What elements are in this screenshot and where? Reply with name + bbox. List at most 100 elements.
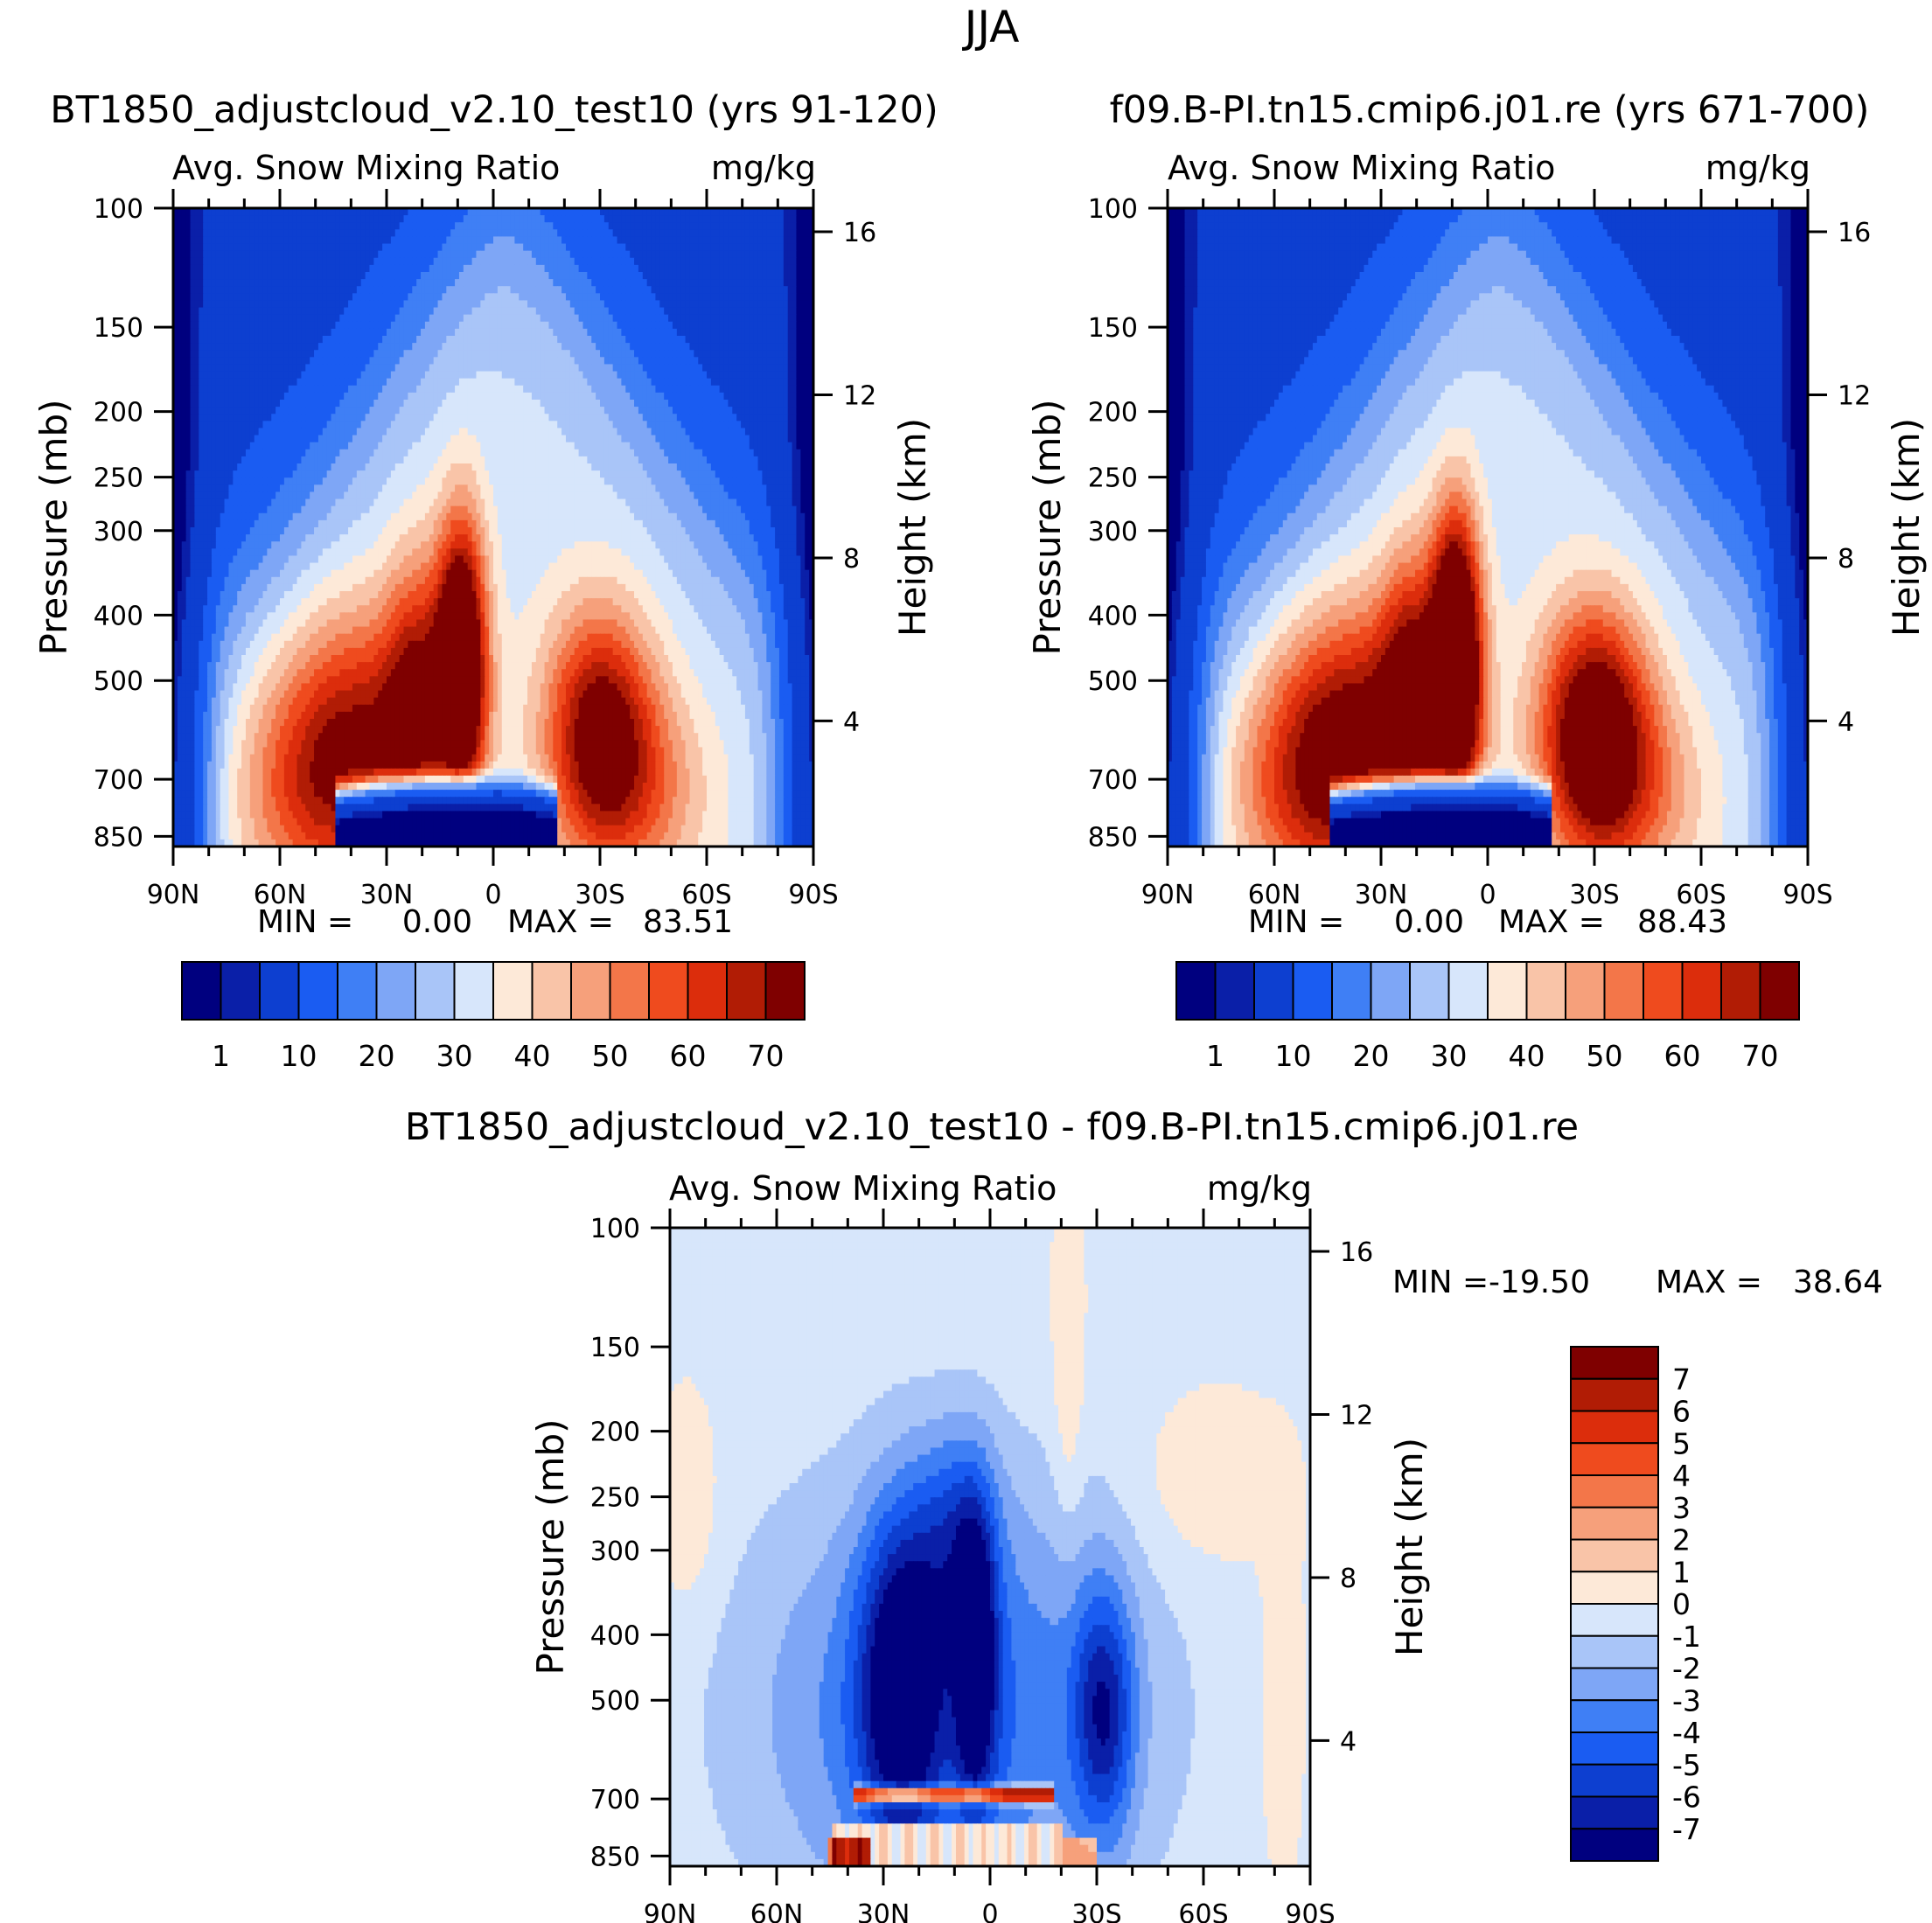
heatmap-cell bbox=[199, 229, 204, 238]
heatmap-cell bbox=[578, 229, 584, 238]
heatmap-cell bbox=[378, 378, 383, 387]
heatmap-cell bbox=[775, 208, 780, 216]
heatmap-cell bbox=[173, 371, 178, 380]
heatmap-cell bbox=[578, 378, 584, 387]
heatmap-cell bbox=[655, 392, 660, 401]
heatmap-cell bbox=[322, 385, 328, 394]
heatmap-cell bbox=[719, 435, 725, 443]
heatmap-cell bbox=[254, 364, 260, 373]
heatmap-cell bbox=[775, 272, 780, 280]
heatmap-cell bbox=[694, 300, 699, 309]
heatmap-cell bbox=[224, 293, 230, 302]
heatmap-cell bbox=[408, 229, 413, 238]
heatmap-cell bbox=[207, 279, 213, 287]
heatmap-cell bbox=[421, 314, 426, 323]
heatmap-cell bbox=[245, 343, 251, 351]
heatmap-cell bbox=[412, 279, 417, 287]
heatmap-cell bbox=[540, 264, 546, 273]
heatmap-cell bbox=[237, 286, 242, 294]
heatmap-cell bbox=[548, 364, 554, 373]
heatmap-cell bbox=[310, 279, 315, 287]
heatmap-cell bbox=[702, 343, 708, 351]
heatmap-cell bbox=[514, 336, 520, 344]
heatmap-cell bbox=[429, 236, 435, 245]
heatmap-cell bbox=[437, 371, 443, 380]
heatmap-cell bbox=[689, 314, 694, 323]
heatmap-cell bbox=[719, 350, 725, 358]
heatmap-cell bbox=[310, 307, 315, 316]
heatmap-cell bbox=[489, 371, 494, 380]
heatmap-cell bbox=[352, 229, 358, 238]
heatmap-cell bbox=[408, 293, 413, 302]
heatmap-cell bbox=[403, 243, 408, 252]
heatmap-cell bbox=[792, 286, 798, 294]
heatmap-cell bbox=[506, 364, 512, 373]
heatmap-cell bbox=[771, 357, 776, 366]
heatmap-cell bbox=[707, 421, 712, 429]
heatmap-cell bbox=[569, 293, 575, 302]
heatmap-cell bbox=[412, 328, 417, 337]
heatmap-cell bbox=[203, 350, 208, 358]
heatmap-cell bbox=[544, 250, 550, 259]
heatmap-cell bbox=[185, 264, 192, 273]
heatmap-cell bbox=[707, 264, 712, 273]
heatmap-cell bbox=[574, 435, 580, 443]
heatmap-cell bbox=[596, 364, 601, 373]
heatmap-cell bbox=[540, 407, 546, 415]
heatmap-cell bbox=[331, 257, 337, 266]
heatmap-cell bbox=[283, 307, 289, 316]
heatmap-cell bbox=[664, 421, 669, 429]
heatmap-cell bbox=[685, 414, 691, 422]
heatmap-cell bbox=[634, 314, 639, 323]
heatmap-cell bbox=[540, 229, 546, 238]
heatmap-cell bbox=[672, 385, 678, 394]
heatmap-cell bbox=[796, 243, 801, 252]
heatmap-cell bbox=[531, 407, 537, 415]
heatmap-cell bbox=[565, 293, 571, 302]
heatmap-cell bbox=[557, 435, 562, 443]
heatmap-cell bbox=[249, 407, 255, 415]
heatmap-cell bbox=[228, 378, 234, 387]
heatmap-cell bbox=[387, 279, 392, 287]
heatmap-cell bbox=[310, 442, 315, 450]
heatmap-cell bbox=[548, 264, 554, 273]
heatmap-cell bbox=[455, 385, 460, 394]
heatmap-cell bbox=[476, 435, 481, 443]
heatmap-cell bbox=[680, 243, 687, 252]
heatmap-cell bbox=[249, 442, 255, 450]
heatmap-cell bbox=[480, 414, 485, 422]
heatmap-cell bbox=[744, 286, 750, 294]
heatmap-cell bbox=[360, 293, 366, 302]
heatmap-cell bbox=[305, 236, 310, 245]
heatmap-cell bbox=[245, 272, 251, 280]
heatmap-cell bbox=[369, 385, 374, 394]
heatmap-cell bbox=[429, 357, 435, 366]
heatmap-cell bbox=[736, 222, 742, 230]
heatmap-cell bbox=[519, 336, 524, 344]
heatmap-cell bbox=[787, 321, 793, 330]
heatmap-cell bbox=[506, 286, 512, 294]
heatmap-cell bbox=[437, 229, 443, 238]
heatmap-cell bbox=[288, 414, 294, 422]
heatmap-cell bbox=[317, 350, 324, 358]
heatmap-cell bbox=[646, 350, 652, 358]
heatmap-cell bbox=[241, 364, 247, 373]
heatmap-cell bbox=[676, 279, 682, 287]
heatmap-cell bbox=[680, 257, 687, 266]
heatmap-cell bbox=[288, 215, 294, 223]
heatmap-cell bbox=[565, 264, 571, 273]
heatmap-cell bbox=[292, 250, 298, 259]
heatmap-cell bbox=[267, 279, 272, 287]
heatmap-cell bbox=[625, 314, 631, 323]
heatmap-cell bbox=[339, 435, 345, 443]
heatmap-cell bbox=[224, 407, 230, 415]
heatmap-cell bbox=[207, 350, 213, 358]
heatmap-cell bbox=[587, 272, 592, 280]
heatmap-cell bbox=[301, 293, 306, 302]
heatmap-cell bbox=[535, 407, 541, 415]
heatmap-cell bbox=[741, 286, 746, 294]
heatmap-cell bbox=[390, 307, 396, 316]
heatmap-cell bbox=[249, 364, 255, 373]
heatmap-cell bbox=[437, 364, 443, 373]
heatmap-cell bbox=[792, 293, 798, 302]
